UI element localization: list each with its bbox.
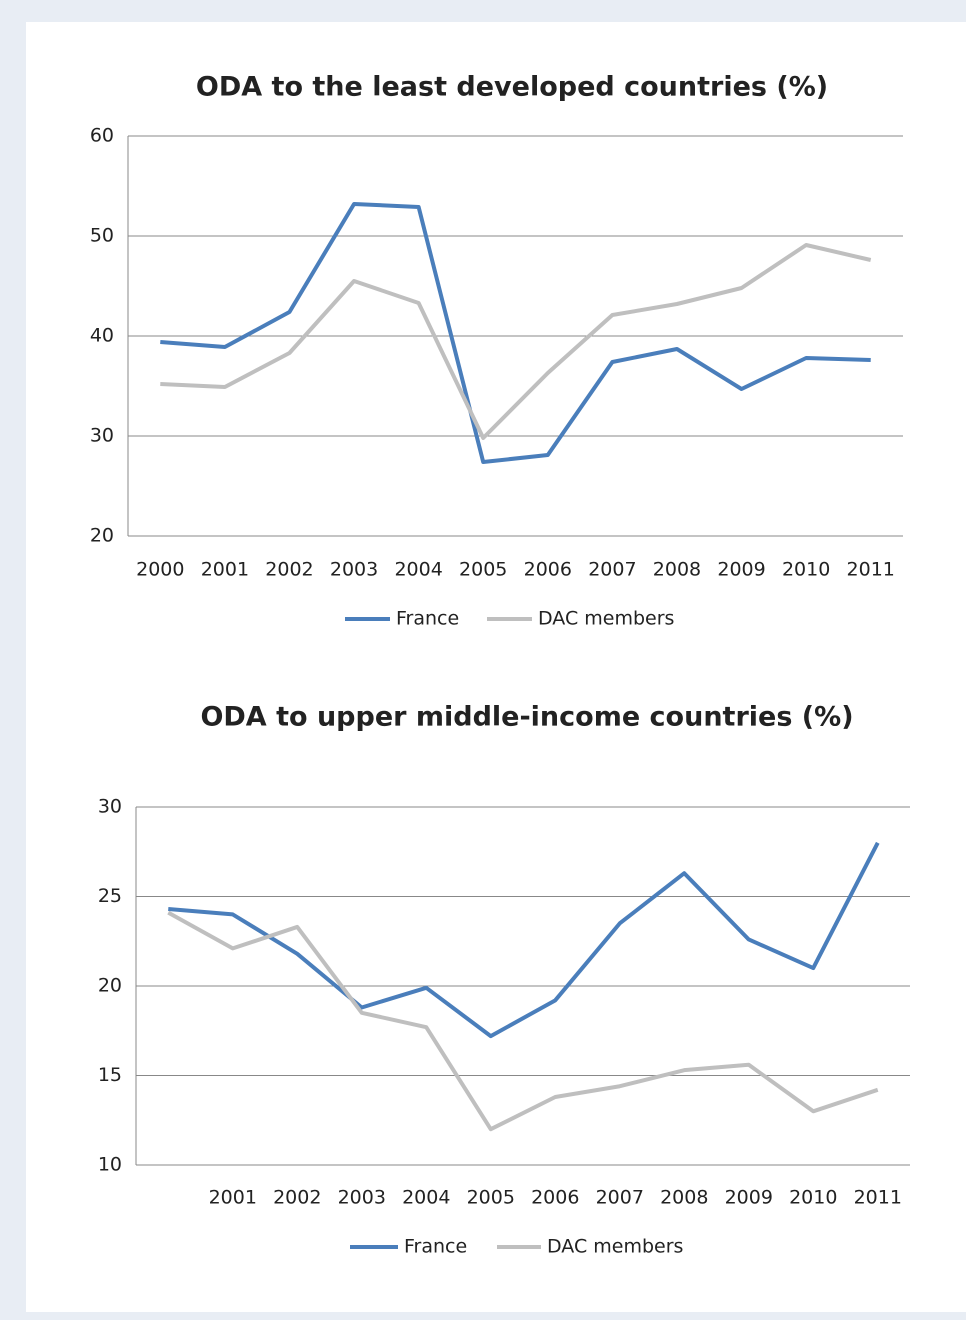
x-tick-label: 2006 [524, 559, 572, 581]
x-tick-label: 2006 [531, 1187, 579, 1209]
legend-label: DAC members [547, 1236, 683, 1258]
y-tick-label: 50 [90, 225, 114, 247]
x-tick-label: 2009 [717, 559, 765, 581]
y-tick-label: 30 [90, 425, 114, 447]
x-tick-label: 2002 [273, 1187, 321, 1209]
x-tick-label: 2009 [725, 1187, 773, 1209]
x-tick-label: 2001 [209, 1187, 257, 1209]
y-tick-label: 15 [98, 1064, 122, 1086]
chart-title: ODA to the least developed countries (%) [196, 72, 828, 103]
x-tick-label: 2001 [201, 559, 249, 581]
y-tick-label: 40 [90, 325, 114, 347]
y-tick-label: 60 [90, 125, 114, 147]
x-tick-label: 2005 [467, 1187, 515, 1209]
x-tick-label: 2007 [596, 1187, 644, 1209]
series-line [160, 202, 871, 464]
y-tick-label: 20 [90, 525, 114, 547]
legend-label: France [396, 608, 459, 630]
x-tick-label: 2008 [660, 1187, 708, 1209]
y-tick-label: 10 [98, 1154, 122, 1176]
y-tick-label: 25 [98, 885, 122, 907]
x-tick-label: 2010 [789, 1187, 837, 1209]
x-tick-label: 2003 [330, 559, 378, 581]
x-tick-label: 2008 [653, 559, 701, 581]
x-tick-label: 2000 [136, 559, 184, 581]
legend-label: France [404, 1236, 467, 1258]
series-line [168, 841, 880, 1039]
panel [26, 22, 966, 1312]
legend-label: DAC members [538, 608, 674, 630]
series-line [167, 910, 879, 1132]
x-tick-label: 2011 [854, 1187, 902, 1209]
x-tick-label: 2004 [394, 559, 442, 581]
x-tick-label: 2004 [402, 1187, 450, 1209]
chart-title: ODA to upper middle-income countries (%) [200, 702, 853, 733]
y-tick-label: 20 [98, 975, 122, 997]
x-tick-label: 2007 [588, 559, 636, 581]
x-tick-label: 2005 [459, 559, 507, 581]
x-tick-label: 2010 [782, 559, 830, 581]
x-tick-label: 2003 [338, 1187, 386, 1209]
x-tick-label: 2002 [265, 559, 313, 581]
series-line [160, 243, 872, 440]
x-tick-label: 2011 [847, 559, 895, 581]
y-tick-label: 30 [98, 796, 122, 818]
